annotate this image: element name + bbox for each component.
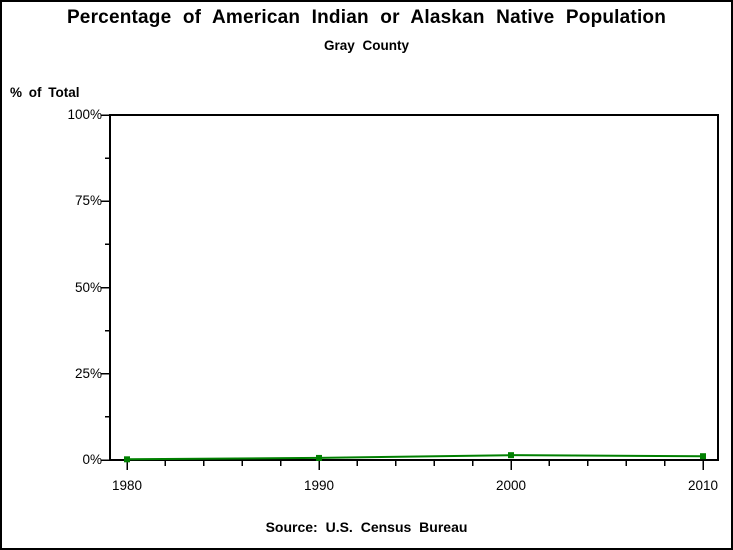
y-tick-label: 25% [74, 365, 102, 381]
source-footnote: Source: U.S. Census Bureau [265, 519, 468, 535]
y-tick-label: 100% [67, 107, 102, 122]
x-tick-label: 2000 [495, 478, 527, 493]
x-tick-label: 1980 [111, 478, 143, 493]
x-tick-label: 1990 [303, 478, 335, 493]
data-point-marker [700, 453, 706, 460]
y-tick-label: 0% [82, 452, 102, 467]
plot-frame [109, 114, 719, 461]
data-point-marker [508, 452, 514, 459]
chart-subtitle: Gray County [323, 38, 409, 53]
x-tick-label: 2010 [687, 478, 719, 493]
y-tick-label: 75% [74, 193, 102, 209]
data-line [126, 454, 704, 461]
y-axis-title: % of Total [10, 85, 80, 100]
data-point-marker [316, 454, 322, 461]
data-point-marker [124, 456, 130, 463]
y-tick-label: 50% [74, 279, 102, 295]
chart-title: Percentage of American Indian or Alaskan… [66, 7, 667, 28]
